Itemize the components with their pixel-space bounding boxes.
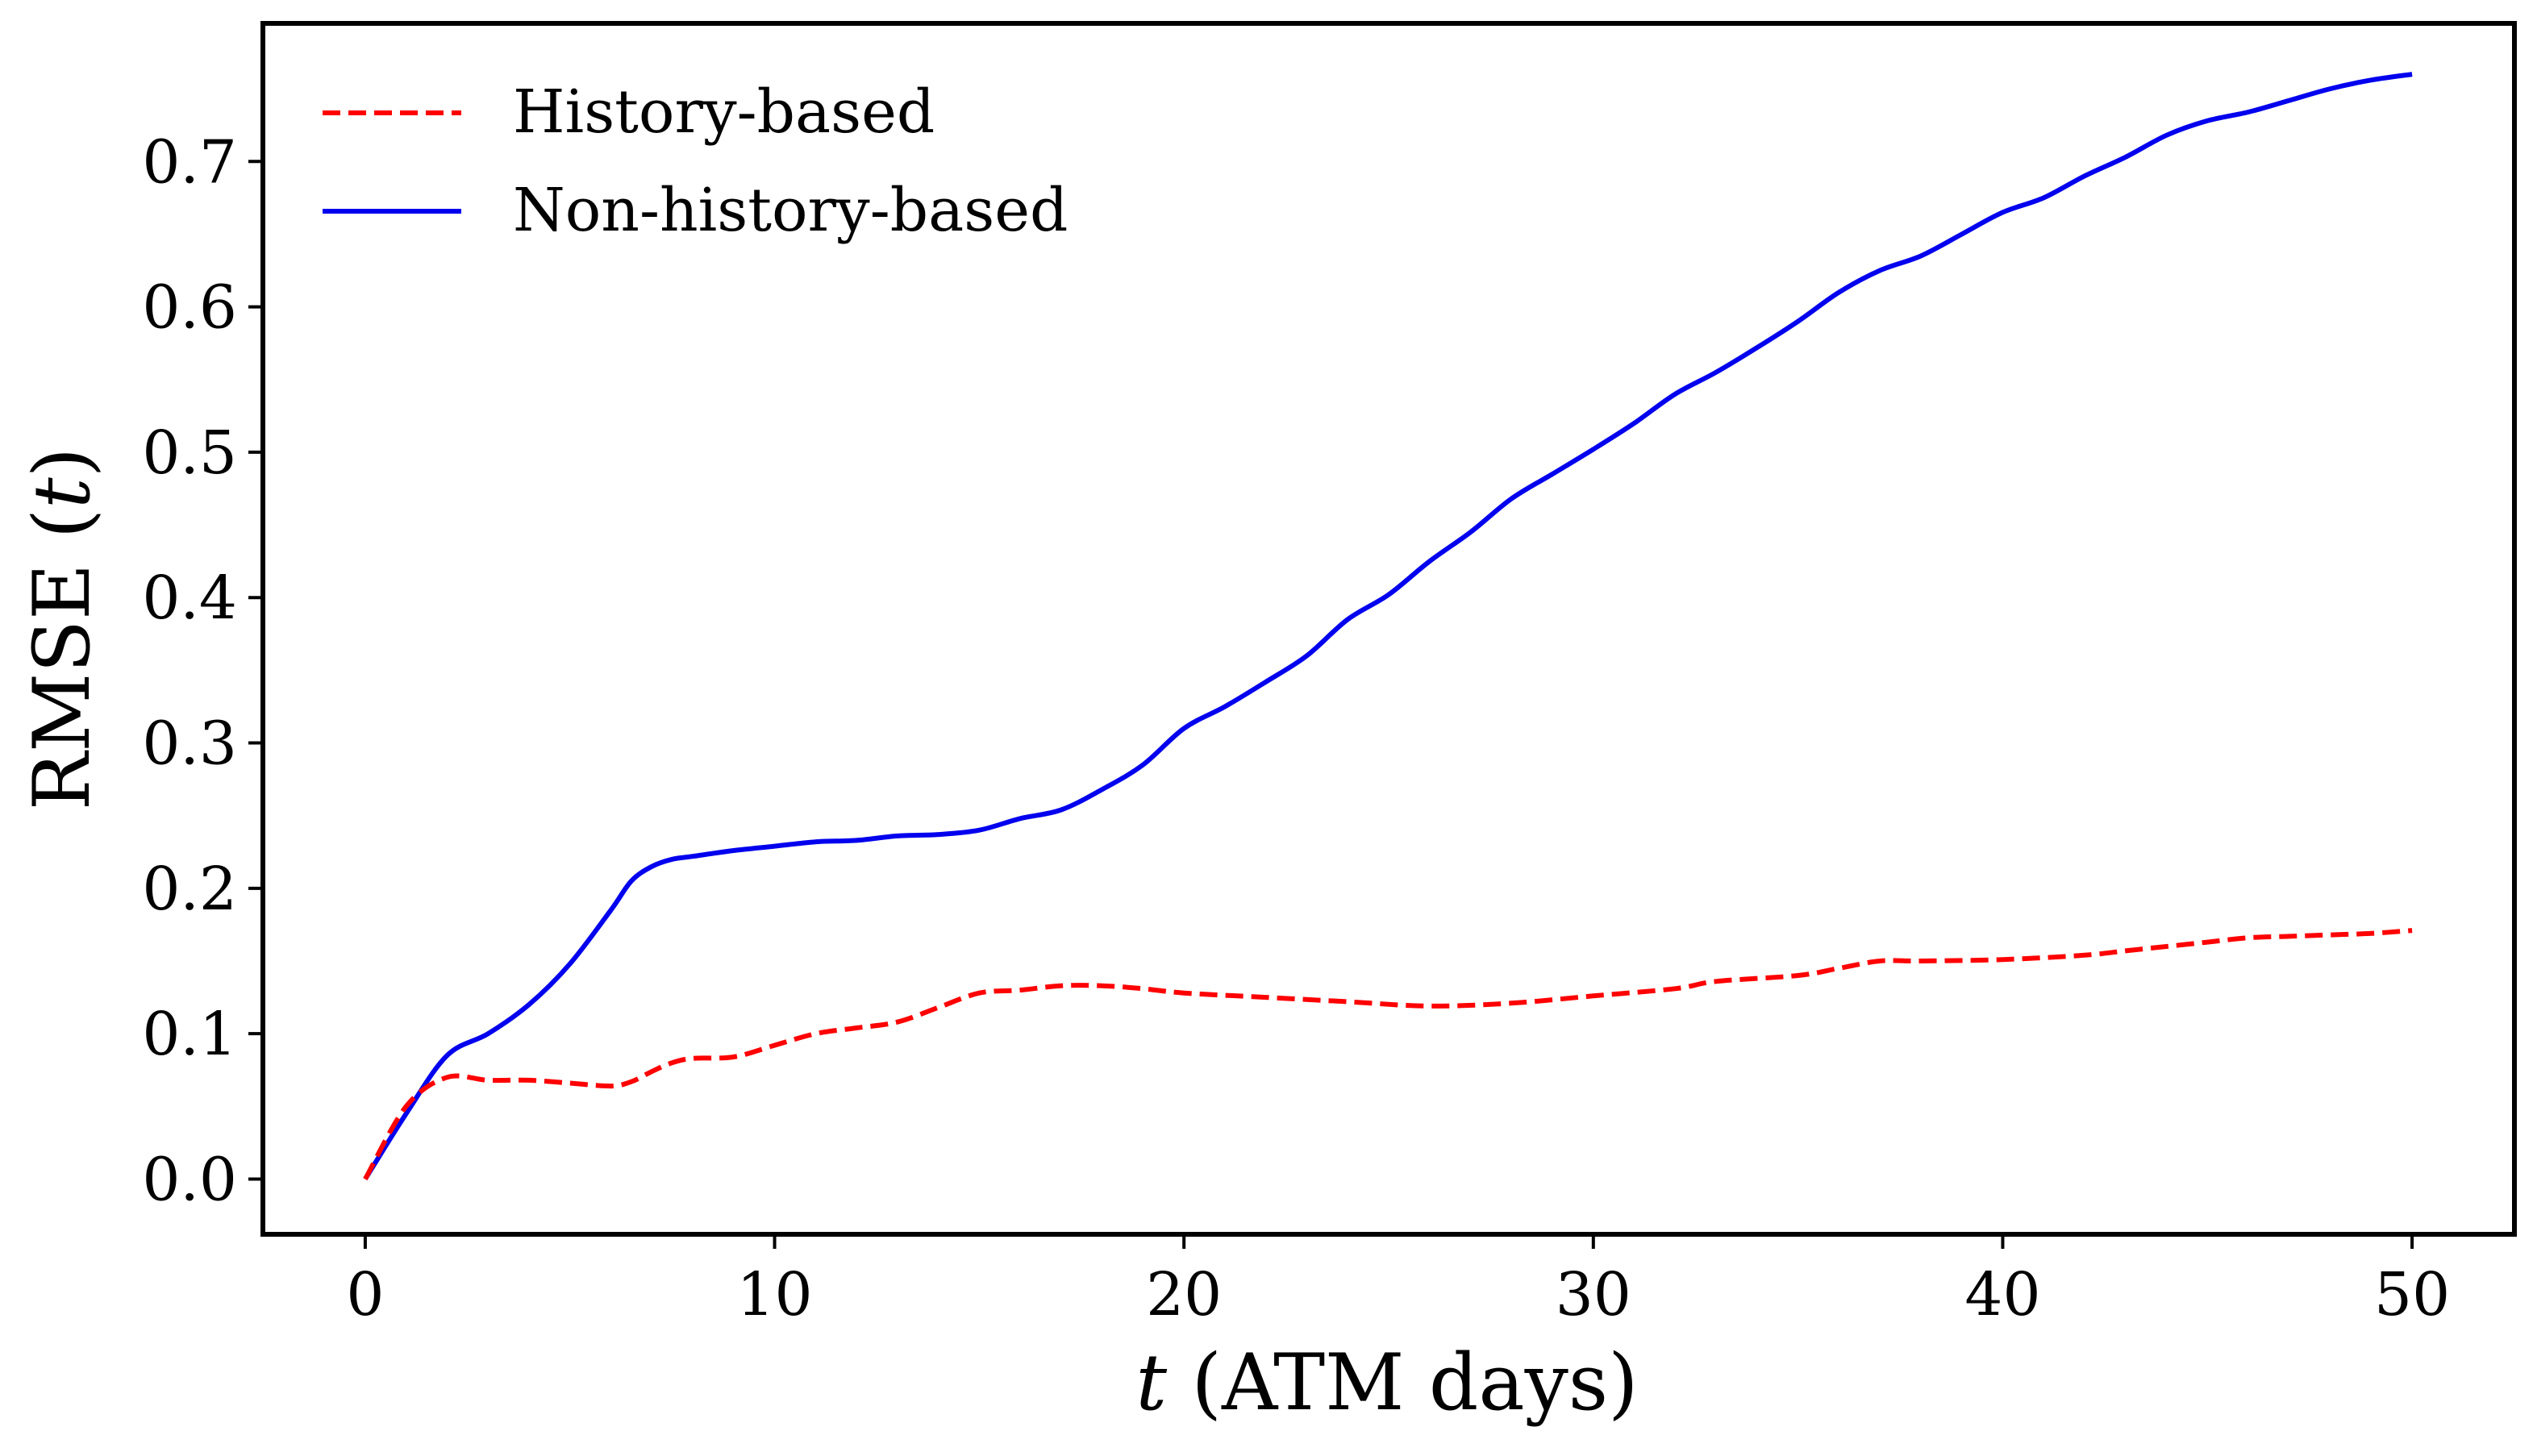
- series-line-non-history-based: [363, 72, 2413, 1181]
- y-axis-label: RMSE (t): [17, 447, 107, 810]
- y-axis-label-text: RMSE (: [17, 509, 107, 810]
- legend-label-history-based: History-based: [513, 77, 935, 147]
- y-tick-label: 0.6: [142, 273, 237, 343]
- y-tick-label: 0.5: [142, 418, 237, 488]
- y-axis-label-var: t: [17, 477, 107, 509]
- plot-frame: [260, 21, 2517, 1237]
- plot-lines: [363, 72, 2413, 1181]
- x-tick-label: 40: [1964, 1260, 2040, 1329]
- y-tick-label: 0.3: [142, 709, 237, 779]
- x-axis-ticks: 0 10 20 30 40 50: [346, 1234, 2450, 1329]
- series-line-history-based: [363, 928, 2413, 1180]
- y-tick-label: 0.1: [142, 1000, 237, 1069]
- x-tick-label: 10: [736, 1260, 812, 1329]
- y-tick-label: 0.4: [142, 564, 237, 633]
- legend-label-non-history-based: Non-history-based: [513, 176, 1068, 245]
- x-tick-label: 20: [1146, 1260, 1222, 1329]
- y-axis-label-close: ): [17, 447, 107, 477]
- legend: History-based Non-history-based: [323, 77, 1068, 245]
- x-tick-label: 50: [2374, 1260, 2450, 1329]
- y-tick-label: 0.2: [142, 855, 237, 924]
- x-axis-label-text: (ATM days): [1167, 1337, 1639, 1428]
- y-tick-label: 0.7: [142, 127, 237, 197]
- x-tick-label: 30: [1556, 1260, 1631, 1329]
- x-axis-label: t (ATM days): [1135, 1337, 1638, 1428]
- y-axis-ticks: 0.0 0.1 0.2 0.3 0.4 0.5 0.6 0.7: [142, 127, 263, 1214]
- x-axis-label-var: t: [1135, 1337, 1167, 1428]
- x-tick-label: 0: [346, 1260, 384, 1329]
- y-tick-label: 0.0: [142, 1145, 237, 1214]
